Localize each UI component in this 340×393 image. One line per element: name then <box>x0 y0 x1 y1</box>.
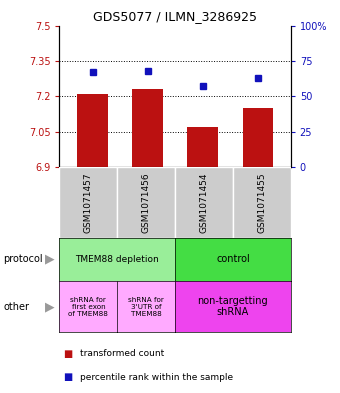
Text: shRNA for
3'UTR of
TMEM88: shRNA for 3'UTR of TMEM88 <box>128 297 164 316</box>
Text: GSM1071457: GSM1071457 <box>84 172 93 233</box>
Text: GSM1071455: GSM1071455 <box>257 172 266 233</box>
Bar <box>233 167 291 238</box>
Text: ■: ■ <box>63 372 72 382</box>
Text: other: other <box>3 301 29 312</box>
Bar <box>59 167 117 238</box>
Bar <box>242 108 273 167</box>
Text: ▶: ▶ <box>45 253 54 266</box>
Text: ■: ■ <box>63 349 72 359</box>
Text: percentile rank within the sample: percentile rank within the sample <box>80 373 233 382</box>
Bar <box>78 94 108 167</box>
Text: shRNA for
first exon
of TMEM88: shRNA for first exon of TMEM88 <box>68 297 108 316</box>
Text: ▶: ▶ <box>45 300 54 313</box>
Bar <box>187 127 218 167</box>
Text: control: control <box>216 254 250 264</box>
Title: GDS5077 / ILMN_3286925: GDS5077 / ILMN_3286925 <box>93 10 257 23</box>
Text: transformed count: transformed count <box>80 349 164 358</box>
Text: GSM1071454: GSM1071454 <box>200 172 208 233</box>
Text: non-targetting
shRNA: non-targetting shRNA <box>198 296 268 317</box>
Bar <box>175 167 233 238</box>
Bar <box>117 167 175 238</box>
Text: GSM1071456: GSM1071456 <box>142 172 151 233</box>
Text: TMEM88 depletion: TMEM88 depletion <box>75 255 159 264</box>
Text: protocol: protocol <box>3 254 43 264</box>
Bar <box>133 89 163 167</box>
